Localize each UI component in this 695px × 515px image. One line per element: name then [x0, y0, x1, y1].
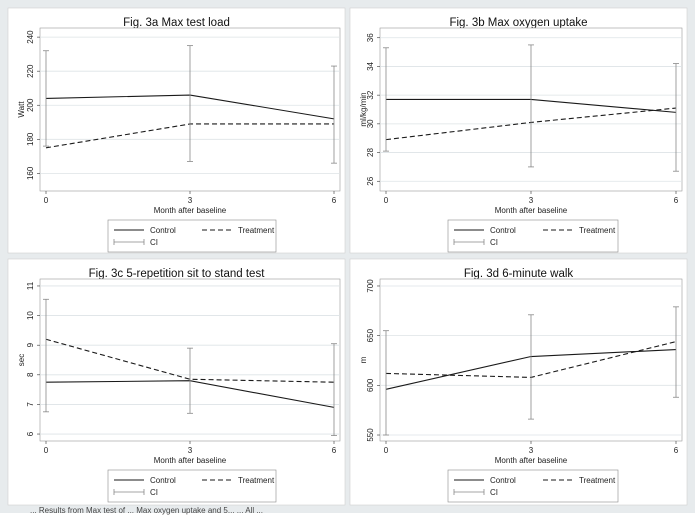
x-axis-label: Month after baseline: [154, 206, 227, 215]
y-tick-label: 32: [366, 90, 375, 99]
legend-box: [107, 219, 277, 253]
x-tick-label: 3: [188, 446, 193, 455]
chart-panel-1: Fig. 3a Max test load 160 180 200 220 240 0 3 6 M…: [7, 7, 346, 254]
y-tick-label: 9: [26, 342, 35, 347]
y-tick-label: 550: [366, 428, 375, 442]
x-tick-label: 3: [529, 196, 534, 205]
y-tick-label: 200: [26, 98, 35, 112]
legend-box: [107, 469, 277, 503]
y-axis-label: ml/kg/min: [359, 92, 368, 126]
chart-panel-4: Fig. 3d 6-minute walk 550 600 650 700 0 3 6 Mont…: [349, 258, 688, 506]
x-tick-label: 6: [674, 446, 679, 455]
y-axis-label: sec: [17, 354, 26, 366]
legend-label-control: Control: [490, 226, 516, 235]
y-tick-label: 160: [26, 166, 35, 180]
legend: Control Treatment CI: [447, 469, 619, 503]
legend-label-treatment: Treatment: [238, 476, 275, 485]
x-tick-label: 0: [44, 196, 49, 205]
y-tick-label: 700: [366, 279, 375, 293]
chart-title: Fig. 3c 5-repetition sit to stand test: [89, 268, 266, 280]
ci-errorbars: [43, 298, 337, 436]
y-tick-label: 240: [26, 30, 35, 44]
legend-label-ci: CI: [150, 488, 158, 497]
x-axis-label: Month after baseline: [495, 206, 568, 215]
legend-label-treatment: Treatment: [579, 476, 616, 485]
chart-title: Fig. 3b Max oxygen uptake: [449, 17, 587, 29]
x-tick-label: 0: [384, 196, 389, 205]
legend-box: [447, 219, 619, 253]
legend-label-control: Control: [490, 476, 516, 485]
chart-title: Fig. 3a Max test load: [123, 17, 230, 29]
x-tick-label: 6: [332, 446, 337, 455]
chart-title: Fig. 3d 6-minute walk: [464, 268, 574, 280]
ci-errorbars: [383, 306, 679, 436]
y-tick-label: 36: [366, 33, 375, 42]
x-tick-label: 3: [188, 196, 193, 205]
ci-errorbars: [43, 45, 337, 164]
y-tick-label: 650: [366, 328, 375, 342]
legend: Control Treatment CI: [447, 219, 619, 253]
x-tick-label: 6: [674, 196, 679, 205]
legend-label-control: Control: [150, 476, 176, 485]
y-tick-label: 220: [26, 64, 35, 78]
legend-label-treatment: Treatment: [579, 226, 616, 235]
y-tick-label: 600: [366, 378, 375, 392]
y-axis-label: m: [359, 356, 368, 363]
y-tick-label: 7: [26, 402, 35, 407]
y-tick-label: 8: [26, 372, 35, 377]
legend-label-ci: CI: [150, 238, 158, 247]
y-tick-label: 6: [26, 431, 35, 436]
x-axis-label: Month after baseline: [154, 456, 227, 465]
legend: Control Treatment CI: [107, 219, 277, 253]
y-tick-label: 26: [366, 176, 375, 185]
y-tick-label: 28: [366, 148, 375, 157]
x-tick-label: 0: [44, 446, 49, 455]
legend: Control Treatment CI: [107, 469, 277, 503]
x-axis-label: Month after baseline: [495, 456, 568, 465]
y-tick-label: 180: [26, 132, 35, 146]
chart-panel-3: Fig. 3c 5-repetition sit to stand test 6 7…: [7, 258, 346, 506]
legend-label-treatment: Treatment: [238, 226, 275, 235]
legend-box: [447, 469, 619, 503]
legend-label-ci: CI: [490, 238, 498, 247]
figure-caption: ... Results from Max test of ... Max oxy…: [30, 506, 263, 515]
ci-errorbars: [383, 44, 679, 172]
y-tick-label: 34: [366, 61, 375, 70]
y-tick-label: 11: [26, 281, 35, 290]
x-tick-label: 0: [384, 446, 389, 455]
y-tick-label: 10: [26, 311, 35, 320]
legend-label-ci: CI: [490, 488, 498, 497]
y-tick-label: 30: [366, 119, 375, 128]
legend-label-control: Control: [150, 226, 176, 235]
y-axis-label: Watt: [17, 101, 26, 118]
series-line-treatment: [45, 338, 335, 383]
x-tick-label: 3: [529, 446, 534, 455]
x-tick-label: 6: [332, 196, 337, 205]
